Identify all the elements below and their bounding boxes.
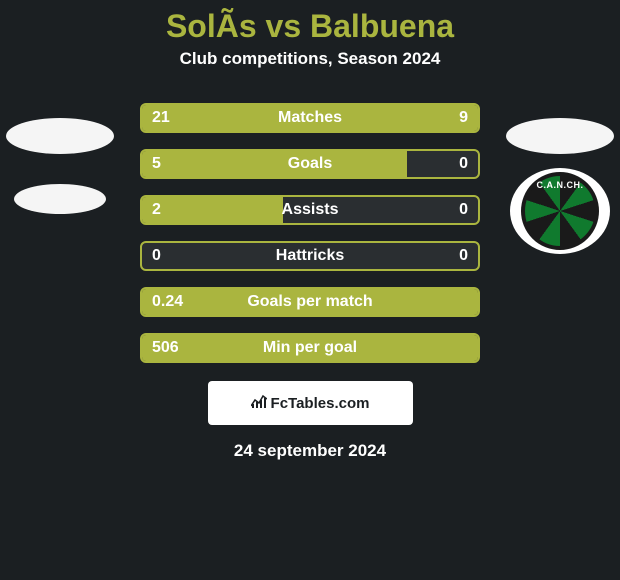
stat-label: Goals [288, 155, 332, 173]
stat-row-matches: 21 Matches 9 [140, 103, 480, 133]
stat-value-right: 9 [459, 109, 468, 127]
player-left-badges [6, 118, 114, 214]
stat-row-goals-per-match: 0.24 Goals per match [140, 287, 480, 317]
bar-fill-left [142, 151, 407, 177]
stat-value-right: 0 [459, 247, 468, 265]
stat-label: Min per goal [263, 339, 357, 357]
player-right-badges: C.A.N.CH. [506, 118, 614, 254]
stat-value-right: 0 [459, 201, 468, 219]
club-badge: C.A.N.CH. [510, 168, 610, 254]
date-label: 24 september 2024 [0, 441, 620, 461]
club-badge-text: C.A.N.CH. [537, 180, 584, 190]
stat-label: Matches [278, 109, 342, 127]
stat-value-right: 0 [459, 155, 468, 173]
attribution-text: FcTables.com [271, 395, 370, 412]
stats-bars: 21 Matches 9 5 Goals 0 2 Assists 0 0 Hat… [140, 103, 480, 363]
stat-value-left: 506 [152, 339, 179, 357]
shadow-ellipse [14, 184, 106, 214]
stat-value-left: 2 [152, 201, 161, 219]
stat-value-left: 0.24 [152, 293, 183, 311]
shadow-ellipse [6, 118, 114, 154]
subtitle: Club competitions, Season 2024 [0, 49, 620, 69]
stat-value-left: 0 [152, 247, 161, 265]
stat-label: Goals per match [247, 293, 372, 311]
stat-row-hattricks: 0 Hattricks 0 [140, 241, 480, 271]
stat-value-left: 5 [152, 155, 161, 173]
chart-icon [251, 394, 267, 412]
stat-row-goals: 5 Goals 0 [140, 149, 480, 179]
stat-row-assists: 2 Assists 0 [140, 195, 480, 225]
stat-label: Hattricks [276, 247, 344, 265]
bar-fill-left [142, 197, 283, 223]
stat-row-min-per-goal: 506 Min per goal [140, 333, 480, 363]
attribution-badge: FcTables.com [208, 381, 413, 425]
shadow-ellipse [506, 118, 614, 154]
stat-value-left: 21 [152, 109, 170, 127]
page-title: SolÃ­s vs Balbuena [0, 0, 620, 49]
stat-label: Assists [282, 201, 339, 219]
